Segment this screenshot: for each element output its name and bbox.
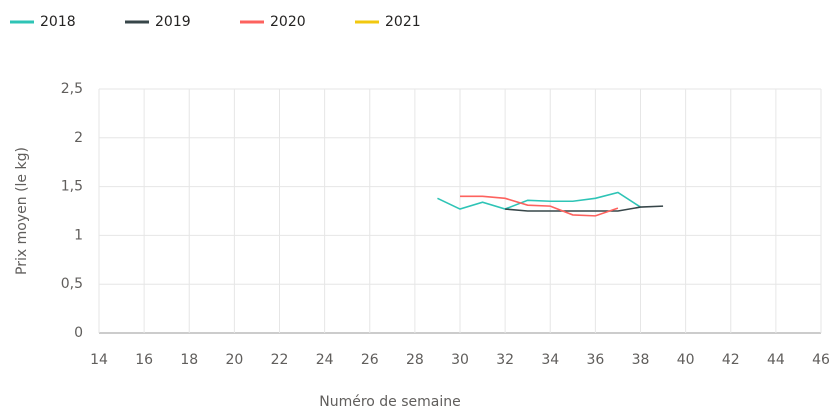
x-tick-label: 20 xyxy=(225,352,243,368)
x-tick-label: 44 xyxy=(767,352,785,368)
x-axis-label: Numéro de semaine xyxy=(319,394,461,410)
x-tick-label: 14 xyxy=(90,352,108,368)
series-line xyxy=(505,205,664,212)
legend: 2018 2019 2020 2021 xyxy=(10,14,421,30)
x-tick-label: 26 xyxy=(361,352,379,368)
y-tick-label: 2,5 xyxy=(61,81,83,97)
x-tick-label: 42 xyxy=(722,352,740,368)
series-line xyxy=(460,195,619,217)
y-tick-label: 1,5 xyxy=(61,179,83,195)
x-tick-label: 18 xyxy=(180,352,198,368)
x-tick-label: 36 xyxy=(586,352,604,368)
x-tick-label: 30 xyxy=(451,352,469,368)
legend-label: 2020 xyxy=(270,14,306,30)
x-tick-label: 16 xyxy=(135,352,153,368)
x-tick-label: 22 xyxy=(271,352,289,368)
y-tick-label: 2 xyxy=(74,130,83,146)
x-tick-label: 28 xyxy=(406,352,424,368)
y-tick-label: 0,5 xyxy=(61,276,83,292)
y-tick-label: 0 xyxy=(74,325,83,341)
x-tick-label: 34 xyxy=(541,352,559,368)
y-axis-label: Prix moyen (le kg) xyxy=(14,147,30,275)
x-tick-label: 46 xyxy=(812,352,830,368)
y-tick-label: 1 xyxy=(74,227,83,243)
legend-label: 2018 xyxy=(40,14,76,30)
legend-label: 2019 xyxy=(155,14,191,30)
legend-label: 2021 xyxy=(385,14,421,30)
x-tick-label: 38 xyxy=(632,352,650,368)
x-tick-label: 24 xyxy=(316,352,334,368)
x-tick-label: 40 xyxy=(677,352,695,368)
x-tick-label: 32 xyxy=(496,352,514,368)
series-line xyxy=(437,191,641,210)
